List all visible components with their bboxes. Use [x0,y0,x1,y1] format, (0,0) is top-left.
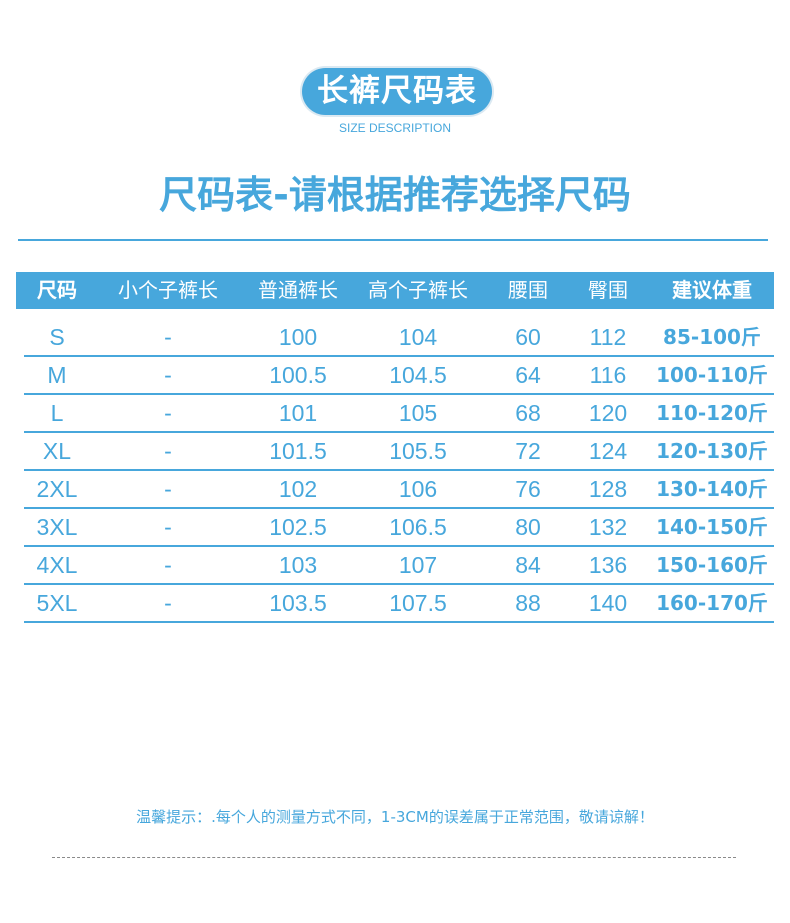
table-cell: 5XL [36,590,78,616]
table-row: 5XL - 103.5 107.5 88 140 160-170斤 [24,585,774,623]
column-header: 臀围 [588,278,628,302]
table-row: S - 100 104 60 112 85-100斤 [24,319,774,357]
table-cell: 102 [278,476,318,502]
table-header: 尺码 小个子裤长 普通裤长 高个子裤长 腰围 臀围 建议体重 [16,272,774,309]
table-cell: 60 [515,324,541,350]
table-cell: 4XL [36,552,78,578]
table-cell: 102.5 [269,514,327,540]
table-cell: 100 [278,324,318,350]
table-cell: - [164,362,172,388]
table-cell: 104.5 [389,362,447,388]
table-cell: 140 [588,590,628,616]
table-row: M - 100.5 104.5 64 116 100-110斤 [24,357,774,395]
column-header: 普通裤长 [258,278,338,302]
table-cell: 107.5 [389,590,447,616]
table-cell: M [47,362,67,388]
column-header: 尺码 [37,278,77,302]
column-header: 小个子裤长 [118,278,218,302]
table-row: L - 101 105 68 120 110-120斤 [24,395,774,433]
table-cell: 120-130斤 [656,439,768,463]
table-cell: 101.5 [269,438,327,464]
table-cell: 105 [398,400,438,426]
table-cell: 105.5 [389,438,447,464]
table-cell: 64 [515,362,541,388]
table-cell: 112 [589,324,627,350]
table-cell: - [164,552,172,578]
table-cell: 106.5 [389,514,447,540]
table-cell: 88 [515,590,541,616]
column-header: 建议体重 [672,278,752,302]
table-cell: 116 [589,362,627,388]
table-cell: S [49,324,65,350]
table-cell: 136 [588,552,628,578]
table-cell: 103.5 [269,590,327,616]
table-cell: 160-170斤 [656,591,768,615]
table-cell: - [164,590,172,616]
table-row: 2XL - 102 106 76 128 130-140斤 [24,471,774,509]
table-cell: - [164,514,172,540]
subtitle: SIZE DESCRIPTION [338,121,451,135]
table-cell: 124 [588,438,628,464]
table-row: 3XL - 102.5 106.5 80 132 140-150斤 [24,509,774,547]
title-badge: 长裤尺码表 [302,68,492,115]
table-cell: - [164,476,172,502]
table-cell: 128 [588,476,628,502]
table-cell: 140-150斤 [656,515,768,539]
divider [18,239,768,241]
table-row: 4XL - 103 107 84 136 150-160斤 [24,547,774,585]
table-cell: 101 [278,400,318,426]
table-cell: 3XL [36,514,78,540]
table-cell: 84 [515,552,541,578]
column-header: 腰围 [508,278,548,302]
table-cell: 80 [515,514,541,540]
table-cell: 85-100斤 [663,325,761,349]
table-cell: 2XL [36,476,78,502]
table-cell: - [164,400,172,426]
table-cell: XL [42,438,72,464]
table-cell: 130-140斤 [656,477,768,501]
table-cell: - [164,324,172,350]
table-cell: 106 [398,476,438,502]
column-header: 高个子裤长 [368,278,468,302]
table-cell: 120 [588,400,628,426]
table-cell: - [164,438,172,464]
table-cell: 100.5 [269,362,327,388]
table-cell: 104 [398,324,438,350]
table-cell: 68 [515,400,541,426]
page-title: 尺码表-请根据推荐选择尺码 [159,173,631,217]
note: 温馨提示：.每个人的测量方式不同，1-3CM的误差属于正常范围，敬请谅解！ [136,808,654,826]
table-cell: L [50,400,64,426]
table-cell: 100-110斤 [656,363,768,387]
table-row: XL - 101.5 105.5 72 124 120-130斤 [24,433,774,471]
table-cell: 132 [588,514,628,540]
table-cell: 150-160斤 [656,553,768,577]
dashed-divider [52,857,736,858]
table-cell: 107 [398,552,438,578]
table-cell: 110-120斤 [656,401,768,425]
table-cell: 72 [515,438,541,464]
table-cell: 103 [278,552,318,578]
table-cell: 76 [515,476,541,502]
